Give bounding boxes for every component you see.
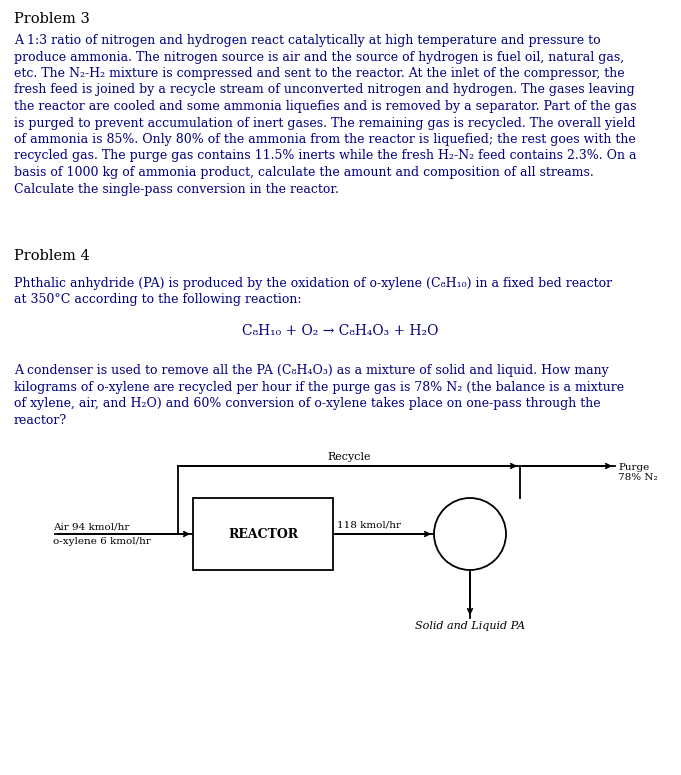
- Circle shape: [434, 498, 506, 570]
- Text: Purge
78% N₂: Purge 78% N₂: [618, 463, 658, 482]
- Text: Air 94 kmol/hr: Air 94 kmol/hr: [53, 522, 129, 531]
- Bar: [193, 498, 333, 570]
- Text: Recycle: Recycle: [328, 452, 370, 462]
- Text: at 350°C according to the following reaction:: at 350°C according to the following reac…: [14, 294, 302, 306]
- Text: Phthalic anhydride (PA) is produced by the oxidation of o-xylene (C₈H₁₀) in a fi: Phthalic anhydride (PA) is produced by t…: [14, 277, 612, 290]
- Text: o-xylene 6 kmol/hr: o-xylene 6 kmol/hr: [53, 537, 151, 546]
- Text: of xylene, air, and H₂O) and 60% conversion of o-xylene takes place on one-pass : of xylene, air, and H₂O) and 60% convers…: [14, 397, 601, 410]
- Text: reactor?: reactor?: [14, 414, 67, 426]
- Text: A condenser is used to remove all the PA (C₈H₄O₃) as a mixture of solid and liqu: A condenser is used to remove all the PA…: [14, 364, 609, 377]
- Text: of ammonia is 85%. Only 80% of the ammonia from the reactor is liquefied; the re: of ammonia is 85%. Only 80% of the ammon…: [14, 133, 636, 146]
- Text: Problem 3: Problem 3: [14, 12, 90, 26]
- Text: Problem 4: Problem 4: [14, 249, 90, 263]
- Text: REACTOR: REACTOR: [228, 528, 298, 540]
- Text: fresh feed is joined by a recycle stream of unconverted nitrogen and hydrogen. T: fresh feed is joined by a recycle stream…: [14, 84, 635, 97]
- Text: etc. The N₂-H₂ mixture is compressed and sent to the reactor. At the inlet of th: etc. The N₂-H₂ mixture is compressed and…: [14, 67, 624, 80]
- Text: C₈H₁₀ + O₂ → C₈H₄O₃ + H₂O: C₈H₁₀ + O₂ → C₈H₄O₃ + H₂O: [242, 324, 438, 338]
- Text: Calculate the single-pass conversion in the reactor.: Calculate the single-pass conversion in …: [14, 182, 339, 195]
- Text: basis of 1000 kg of ammonia product, calculate the amount and composition of all: basis of 1000 kg of ammonia product, cal…: [14, 166, 594, 179]
- Text: the reactor are cooled and some ammonia liquefies and is removed by a separator.: the reactor are cooled and some ammonia …: [14, 100, 637, 113]
- Text: 118 kmol/hr: 118 kmol/hr: [337, 521, 401, 530]
- Text: produce ammonia. The nitrogen source is air and the source of hydrogen is fuel o: produce ammonia. The nitrogen source is …: [14, 50, 624, 64]
- Text: is purged to prevent accumulation of inert gases. The remaining gas is recycled.: is purged to prevent accumulation of ine…: [14, 116, 635, 129]
- Text: A 1:3 ratio of nitrogen and hydrogen react catalytically at high temperature and: A 1:3 ratio of nitrogen and hydrogen rea…: [14, 34, 601, 47]
- Text: recycled gas. The purge gas contains 11.5% inerts while the fresh H₂-N₂ feed con: recycled gas. The purge gas contains 11.…: [14, 150, 637, 163]
- Text: kilograms of o-xylene are recycled per hour if the purge gas is 78% N₂ (the bala: kilograms of o-xylene are recycled per h…: [14, 381, 624, 394]
- Text: Solid and Liquid PA: Solid and Liquid PA: [415, 621, 525, 631]
